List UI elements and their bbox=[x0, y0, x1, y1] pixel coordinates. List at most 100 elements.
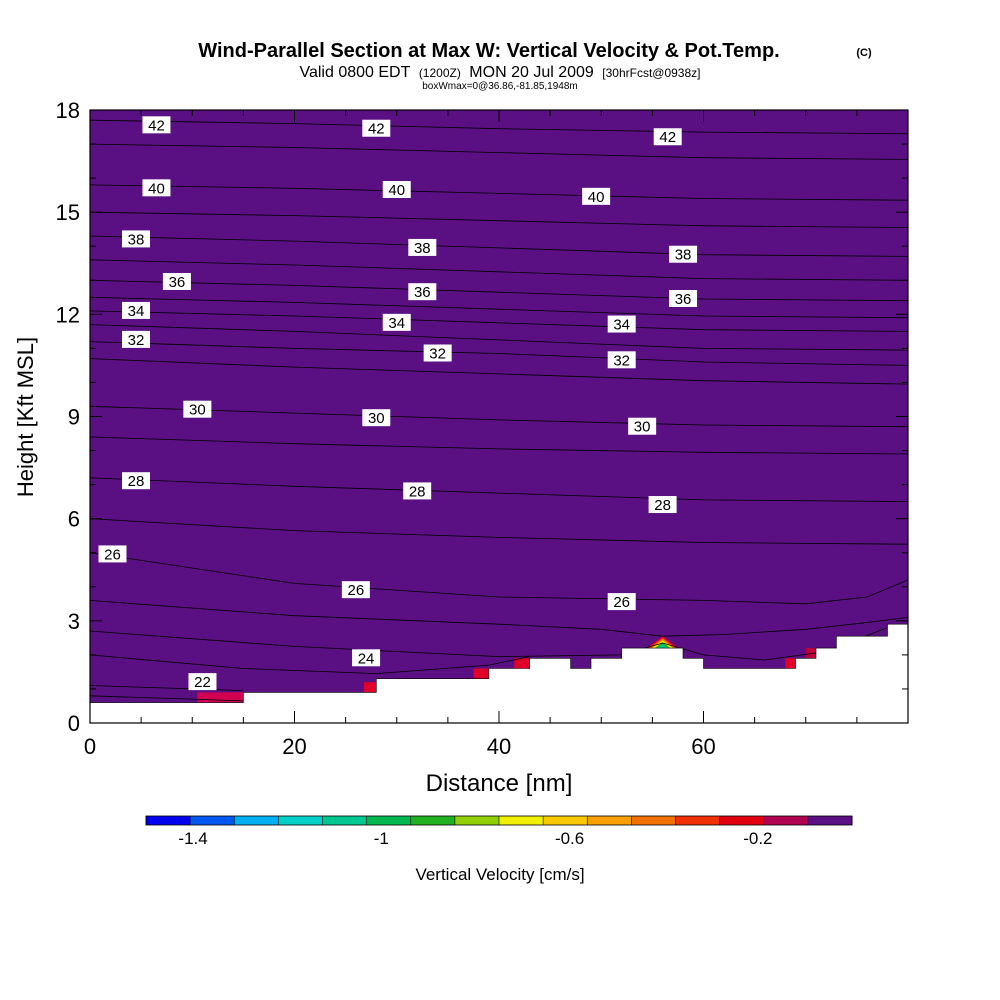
subtitle-box: boxWmax=0@36.86,-81.85,1948m bbox=[422, 81, 578, 92]
colorbar-tick-label: -1 bbox=[374, 829, 389, 848]
svg-text:36: 36 bbox=[169, 274, 186, 291]
svg-text:38: 38 bbox=[675, 247, 692, 264]
colorbar: -1.4 -1 -0.6 -0.2 bbox=[145, 815, 853, 848]
contour-label-14: 34 bbox=[607, 315, 636, 334]
y-tick-label: 6 bbox=[68, 507, 80, 532]
theta-contour-30 bbox=[89, 405, 909, 428]
y-tick-label: 3 bbox=[68, 609, 80, 634]
svg-text:28: 28 bbox=[409, 483, 426, 500]
contour-label-15: 32 bbox=[122, 330, 151, 349]
theta-contour-40 bbox=[89, 184, 909, 201]
svg-text:28: 28 bbox=[128, 473, 145, 490]
contour-label-9: 36 bbox=[162, 272, 191, 291]
colorbar-swatch bbox=[146, 816, 191, 825]
contour-label-8: 38 bbox=[669, 245, 698, 264]
svg-text:28: 28 bbox=[654, 497, 671, 514]
theta-contour-37 bbox=[89, 259, 909, 281]
contour-labels: 42 42 42 40 40 40 38 38 38 36 36 36 34 34 34 32 32 32 30 30… bbox=[98, 116, 698, 691]
contour-label-17: 32 bbox=[607, 351, 636, 369]
colorbar-tick-label: -0.6 bbox=[555, 829, 584, 848]
svg-text:34: 34 bbox=[128, 303, 145, 320]
theta-contour-23 bbox=[89, 654, 530, 675]
w-patch-2 bbox=[473, 668, 489, 679]
x-tick-label: 60 bbox=[691, 734, 715, 759]
contour-label-22: 28 bbox=[403, 482, 432, 500]
x-axis-title: Distance [nm] bbox=[426, 770, 573, 797]
svg-text:40: 40 bbox=[388, 182, 405, 199]
contour-label-3: 40 bbox=[142, 179, 171, 197]
theta-contour-31 bbox=[89, 358, 909, 385]
x-tick-label: 40 bbox=[487, 734, 511, 759]
svg-text:42: 42 bbox=[148, 117, 165, 134]
theta-contour-41 bbox=[89, 143, 909, 160]
svg-text:26: 26 bbox=[348, 582, 365, 599]
svg-text:36: 36 bbox=[414, 284, 431, 301]
theta-contours bbox=[89, 119, 909, 702]
plot-frame bbox=[89, 109, 909, 724]
contour-label-24: 26 bbox=[98, 545, 127, 563]
theta-contour-34 bbox=[89, 310, 909, 332]
theta-contour-42 bbox=[89, 119, 909, 135]
svg-text:40: 40 bbox=[148, 180, 165, 197]
svg-text:30: 30 bbox=[634, 419, 651, 436]
theta-contour-27 bbox=[89, 518, 909, 545]
colorbar-swatch bbox=[366, 816, 412, 825]
contour-label-0: 42 bbox=[142, 116, 171, 134]
colorbar-frame bbox=[145, 815, 853, 826]
svg-text:30: 30 bbox=[368, 410, 385, 427]
contour-label-6: 38 bbox=[122, 230, 151, 248]
svg-text:42: 42 bbox=[659, 129, 676, 146]
theta-contour-33 bbox=[89, 324, 909, 351]
y-tick-label: 15 bbox=[56, 200, 80, 225]
contour-label-28: 22 bbox=[188, 673, 217, 691]
svg-text:40: 40 bbox=[588, 189, 605, 206]
colorbar-swatch bbox=[410, 816, 456, 825]
subtitle-utc: (1200Z) bbox=[419, 66, 461, 80]
w-patch-5 bbox=[805, 648, 816, 659]
contour-label-19: 30 bbox=[362, 409, 391, 427]
contour-label-25: 26 bbox=[341, 581, 370, 599]
contour-label-12: 34 bbox=[122, 301, 151, 320]
svg-text:30: 30 bbox=[189, 402, 206, 419]
contour-label-5: 40 bbox=[582, 187, 611, 206]
theta-contour-38 bbox=[89, 235, 909, 257]
w-patch-0 bbox=[197, 692, 244, 703]
colorbar-tick-label: -0.2 bbox=[743, 829, 772, 848]
plot-area: 42 42 42 40 40 40 38 38 38 36 36 36 34 34 34 32 32 32 30 30… bbox=[89, 109, 909, 724]
svg-text:26: 26 bbox=[104, 546, 121, 563]
colorbar-swatch bbox=[190, 816, 235, 825]
x-tick-label: 20 bbox=[282, 734, 306, 759]
svg-text:34: 34 bbox=[388, 315, 405, 332]
svg-text:24: 24 bbox=[358, 650, 375, 667]
contour-label-13: 34 bbox=[382, 313, 411, 332]
colorbar-swatch bbox=[454, 816, 500, 825]
contour-label-16: 32 bbox=[423, 344, 452, 362]
svg-text:34: 34 bbox=[613, 317, 630, 334]
title-mark: (C) bbox=[856, 47, 872, 59]
colorbar-swatch bbox=[807, 816, 853, 825]
subtitle-date: MON 20 Jul 2009 bbox=[469, 64, 594, 81]
theta-contour-36 bbox=[89, 279, 909, 302]
theta-contour-39 bbox=[89, 211, 909, 228]
colorbar-swatch bbox=[278, 816, 323, 825]
theta-contour-35 bbox=[89, 296, 909, 319]
colorbar-swatch bbox=[587, 816, 632, 825]
contour-label-11: 36 bbox=[669, 290, 698, 308]
svg-text:32: 32 bbox=[429, 345, 446, 362]
w-patch-1 bbox=[364, 682, 377, 693]
contour-label-4: 40 bbox=[382, 181, 411, 199]
colorbar-swatch bbox=[234, 816, 279, 825]
contour-label-21: 28 bbox=[122, 472, 151, 490]
colorbar-swatch bbox=[631, 816, 676, 825]
theta-contour-32 bbox=[89, 341, 909, 366]
colorbar-swatch bbox=[675, 816, 721, 825]
contour-label-7: 38 bbox=[408, 238, 437, 257]
contour-label-26: 26 bbox=[607, 593, 636, 611]
x-tick-label: 0 bbox=[84, 734, 96, 759]
subtitle-valid: Valid 0800 EDT bbox=[299, 64, 410, 81]
theta-contour-29 bbox=[89, 436, 909, 455]
y-tick-label: 0 bbox=[68, 711, 80, 736]
svg-text:36: 36 bbox=[675, 291, 692, 308]
w-patch-3 bbox=[514, 658, 530, 669]
